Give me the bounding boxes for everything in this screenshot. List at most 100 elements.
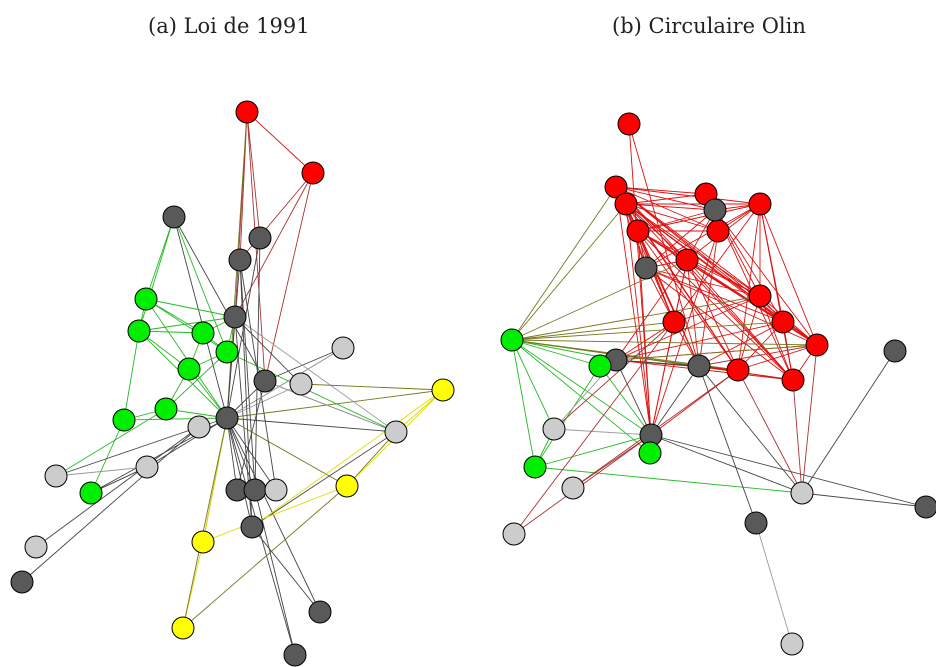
graph-b-edge — [637, 209, 716, 232]
graph-b-node — [781, 368, 805, 392]
graph-b-edge — [637, 230, 794, 381]
graph-b-node — [748, 284, 772, 308]
graph-a-node — [177, 357, 201, 381]
graph-b-node — [626, 219, 650, 243]
graph-b-edge — [686, 259, 700, 367]
graph-a-edge — [138, 316, 236, 332]
graph-a-edge — [165, 351, 228, 410]
graph-a-edge — [182, 485, 348, 629]
graph-b-edge — [650, 230, 719, 436]
graph-b-edge — [511, 203, 627, 341]
graph-b-edge — [625, 203, 652, 436]
graph-a-node — [301, 161, 325, 185]
graph-b-edge — [511, 321, 784, 341]
graph-b-edge — [511, 339, 651, 454]
graph-b-node — [638, 441, 662, 465]
graph-b-edge — [673, 295, 761, 323]
graph-a-node — [431, 378, 455, 402]
graph-a-node — [228, 248, 252, 272]
graph-b-edge — [625, 193, 707, 205]
graph-a-node — [223, 305, 247, 329]
graph-a-edge — [182, 417, 228, 629]
graph-a-edge — [145, 298, 236, 318]
graph-b-edge — [737, 295, 761, 371]
graph-b-node — [780, 632, 804, 656]
caption-circulaire-olin: (b) Circulaire Olin — [612, 14, 806, 38]
graph-b-edge — [615, 321, 784, 361]
graph-a-edge — [264, 347, 344, 382]
graph-b-node — [634, 256, 658, 280]
graph-a-node — [10, 570, 34, 594]
graph-b-edge — [615, 359, 652, 436]
graph-a-edge — [123, 417, 228, 421]
graph-b-edge — [511, 339, 818, 346]
graph-a-edge — [226, 417, 348, 487]
graph-b-node — [703, 198, 727, 222]
graph-a-edge — [90, 419, 125, 494]
graph-b-edge — [645, 267, 794, 381]
graph-a-edge — [21, 426, 200, 583]
graph-a-edge — [246, 111, 261, 239]
graph-b-edge — [553, 428, 652, 436]
graph-b-edge — [615, 186, 707, 195]
graph-a-node — [112, 408, 136, 432]
graph-b-edge — [534, 434, 652, 468]
graph-b-node — [706, 219, 730, 243]
graph-a-edge — [35, 426, 200, 548]
graph-b-node — [542, 417, 566, 441]
graph-b-edge — [511, 339, 536, 468]
graph-a-edge — [234, 316, 397, 433]
graph-b-node — [502, 522, 526, 546]
graph-a-node — [215, 406, 239, 430]
graph-a-edge — [251, 389, 444, 528]
graph-b-edge — [615, 295, 761, 361]
graph-b-edge — [615, 186, 652, 436]
graph-a-node — [289, 372, 313, 396]
graph-a-node — [243, 478, 267, 502]
graph-a-nodes — [10, 100, 455, 667]
graph-a-node — [331, 336, 355, 360]
graph-a-edge — [254, 489, 296, 656]
graph-b-edge — [737, 369, 803, 494]
graph-a-node — [253, 369, 277, 393]
caption-loi-1991: (a) Loi de 1991 — [148, 14, 310, 38]
graph-b-node — [748, 192, 772, 216]
graph-a-node — [187, 415, 211, 439]
graph-b-node — [914, 495, 936, 519]
graph-a-edge — [226, 389, 444, 419]
graph-a-edge — [55, 408, 167, 477]
graph-b-edge — [615, 321, 675, 361]
graph-a-node — [44, 464, 68, 488]
graph-a-edge — [202, 485, 348, 543]
graph-b-node — [500, 328, 524, 352]
graph-b-edge — [673, 203, 761, 323]
graph-a-edge — [239, 172, 314, 261]
graph-a-edge — [300, 383, 444, 391]
graph-b-edge — [511, 186, 617, 341]
graph-b-node — [561, 476, 585, 500]
graph-a-edge — [123, 330, 140, 421]
graph-b-edge — [686, 259, 794, 381]
graph-a-edge — [236, 380, 266, 491]
graph-a-edge — [173, 216, 228, 419]
graph-a-node — [191, 321, 215, 345]
graph-b-edge — [755, 522, 793, 645]
graph-a-edge — [234, 172, 314, 318]
graph-b-edge — [553, 321, 675, 430]
graph-b-edge — [615, 186, 716, 211]
graph-a-node — [235, 100, 259, 124]
graph-b-edge — [615, 259, 688, 361]
graph-a-node — [264, 478, 288, 502]
graph-b-node — [790, 481, 814, 505]
graph-a-edge — [226, 316, 236, 419]
graph-a-edge — [138, 216, 175, 332]
graph-a-edge — [239, 259, 256, 491]
graph-b-edge — [650, 434, 803, 494]
graph-b-edge — [511, 339, 700, 367]
graph-b-node — [588, 354, 612, 378]
graph-a-node — [215, 340, 239, 364]
graph-b-edge — [698, 365, 803, 494]
graph-a-node — [191, 530, 215, 554]
graph-b-edge — [801, 350, 896, 494]
